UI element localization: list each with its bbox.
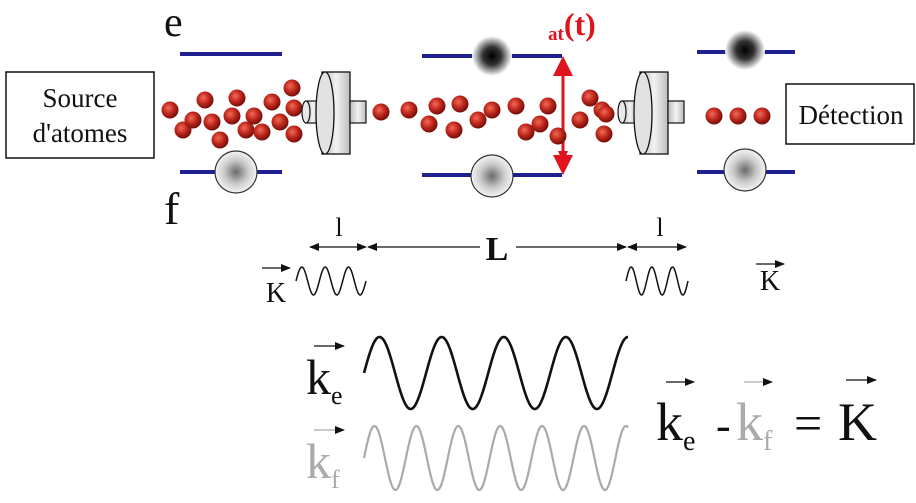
atom-beam <box>161 79 771 149</box>
atom <box>469 111 487 129</box>
atom <box>285 125 303 143</box>
k-e-wave <box>362 335 629 411</box>
pulse-wave-right <box>625 266 689 296</box>
population-blob-f-left <box>214 150 258 194</box>
level-e-label: e <box>164 0 183 46</box>
delta-time: (t) <box>564 6 596 42</box>
population-blob-e-right <box>725 30 765 70</box>
atom <box>263 93 281 111</box>
atom <box>705 107 723 125</box>
atom <box>237 121 255 139</box>
atom <box>283 79 301 97</box>
atom <box>285 99 303 117</box>
atom <box>597 105 615 123</box>
atom <box>161 101 179 119</box>
delta-label: at(t) <box>548 6 596 45</box>
energy-gap-arrowhead-top <box>553 56 573 76</box>
atom <box>507 97 525 115</box>
pulse-wave-left <box>295 266 367 296</box>
atom <box>203 113 221 131</box>
population-blob-f-middle <box>470 154 514 198</box>
cavity-left-stub-in-cap <box>301 100 311 124</box>
atom <box>253 123 271 141</box>
atom <box>549 127 567 145</box>
eq-K: K <box>838 392 877 452</box>
atom <box>571 111 589 129</box>
cavity-left-stub-out <box>349 100 367 124</box>
cavity-left <box>301 71 367 155</box>
source-label-line1: Source <box>43 83 118 113</box>
eq-equals: = <box>794 395 822 451</box>
eq-minus: - <box>716 401 731 450</box>
atom <box>211 131 229 149</box>
atom <box>245 107 263 125</box>
L-label-backdrop <box>480 232 516 262</box>
atom <box>753 107 771 125</box>
detection-box <box>785 83 915 145</box>
delta-symbol: at <box>548 24 565 45</box>
eq-k-e: ke <box>656 392 695 457</box>
population-blob-f-right <box>723 148 767 192</box>
cavity-right-face <box>633 71 653 155</box>
atom <box>483 101 501 119</box>
atom <box>271 113 289 131</box>
detection-label: Détection <box>799 100 904 130</box>
atom <box>595 125 613 143</box>
atom <box>372 103 390 121</box>
atom <box>517 123 535 141</box>
wavevector-equation: ke - kf = K <box>656 376 877 457</box>
k-f-wave <box>362 424 629 492</box>
atom <box>531 115 549 133</box>
cavity-right-stub-in-cap <box>617 100 627 124</box>
atom <box>228 89 246 107</box>
k-e-label: ke <box>306 349 343 410</box>
level-f-label: f <box>164 183 180 234</box>
population-blob-e-middle <box>472 36 512 76</box>
atom <box>184 111 202 129</box>
k-f-label: kf <box>306 433 340 494</box>
l-right-label: l <box>656 213 663 242</box>
K-right-label: K <box>760 266 780 297</box>
atom <box>400 101 418 119</box>
atom <box>196 91 214 109</box>
l-left-label: l <box>335 213 342 242</box>
cavity-right <box>617 71 685 155</box>
atom <box>539 97 557 115</box>
cavity-left-face <box>315 71 335 155</box>
energy-gap-arrowhead-bottom <box>553 155 573 175</box>
atom <box>729 107 747 125</box>
atom-source-box <box>5 71 155 159</box>
atom <box>451 95 469 113</box>
source-label-line2: d'atomes <box>33 118 128 148</box>
eq-k-f: kf <box>736 392 773 457</box>
L-label: L <box>486 231 509 268</box>
K-left-label: K <box>266 278 286 309</box>
atom <box>223 107 241 125</box>
atom <box>428 97 446 115</box>
atom <box>420 115 438 133</box>
atom <box>581 89 599 107</box>
atom <box>445 121 463 139</box>
cavity-right-stub-out <box>667 100 685 124</box>
